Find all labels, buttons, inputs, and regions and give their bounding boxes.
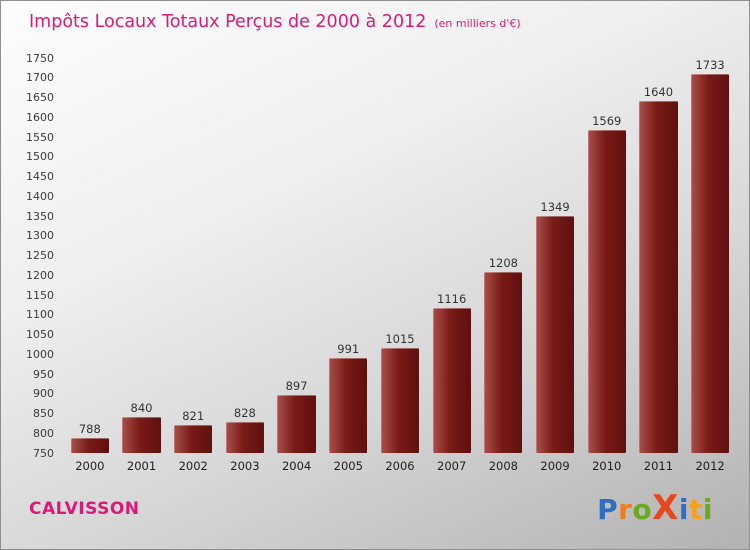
bar <box>380 348 420 453</box>
bar-slot: 897 2004 <box>271 58 323 473</box>
bar <box>277 394 316 453</box>
y-tick-label: 1150 <box>26 288 54 302</box>
plot-area: 788 2000 840 2001 821 2002 828 2003 897 2004 991 20… <box>64 58 736 473</box>
x-tick-label: 2011 <box>643 459 674 473</box>
proxiti-logo[interactable]: ProXiti <box>597 491 713 527</box>
bar-slot: 821 2002 <box>167 58 219 473</box>
bar-value-label: 991 <box>337 341 360 356</box>
bar-value-label: 1640 <box>643 85 674 100</box>
bar-value-label: 1208 <box>488 256 518 271</box>
y-tick-label: 800 <box>33 426 54 440</box>
bar-value-label: 840 <box>130 401 153 416</box>
x-tick-label: 2003 <box>230 459 260 473</box>
y-tick-label: 1350 <box>26 209 54 223</box>
y-tick-label: 1700 <box>26 71 54 85</box>
bar <box>122 417 161 453</box>
y-tick-label: 950 <box>33 367 54 381</box>
x-tick-label: 2001 <box>126 459 157 473</box>
chart-title: Impôts Locaux Totaux Perçus de 2000 à 20… <box>29 12 427 32</box>
y-tick-label: 1000 <box>26 347 54 361</box>
bar-value-label: 828 <box>233 406 256 421</box>
bar-value-label: 788 <box>78 422 101 436</box>
bar <box>484 272 523 453</box>
y-tick-label: 850 <box>33 407 54 420</box>
y-tick-label: 1100 <box>26 308 54 322</box>
logo-letter: i <box>678 493 689 526</box>
y-tick-label: 1050 <box>26 328 54 341</box>
bar-slot: 1116 2007 <box>426 58 478 473</box>
x-tick-label: 2006 <box>385 459 415 473</box>
bar <box>174 424 213 453</box>
y-tick-label: 1600 <box>26 110 54 124</box>
logo-letter: P <box>597 493 619 526</box>
bar <box>225 422 265 453</box>
bar-value-label: 1349 <box>540 200 570 215</box>
logo-letter: t <box>689 493 703 526</box>
y-tick-label: 1500 <box>26 150 54 164</box>
bar-value-label: 897 <box>285 378 308 393</box>
bar <box>639 101 678 453</box>
bar-slot: 1640 2011 <box>633 58 685 473</box>
x-tick-label: 2004 <box>281 459 312 473</box>
bar-value-label: 1116 <box>437 292 467 307</box>
bar <box>690 74 730 453</box>
x-tick-label: 2010 <box>592 459 622 473</box>
y-tick-label: 1300 <box>26 229 54 243</box>
y-tick-label: 1750 <box>26 51 54 65</box>
chart-header: Impôts Locaux Totaux Perçus de 2000 à 20… <box>29 12 521 32</box>
bar-slot: 1015 2006 <box>374 58 426 473</box>
bar-value-label: 821 <box>182 408 205 423</box>
bar <box>432 308 471 453</box>
x-tick-label: 2009 <box>540 459 570 473</box>
bar-slot: 1569 2010 <box>581 58 633 473</box>
bar-slot: 840 2001 <box>116 58 168 473</box>
logo-letter: r <box>618 493 633 526</box>
y-tick-label: 750 <box>33 446 54 460</box>
bar <box>70 438 109 453</box>
place-name[interactable]: CALVISSON <box>29 499 140 519</box>
y-tick-label: 900 <box>33 387 54 401</box>
logo-letter: o <box>632 493 653 526</box>
y-tick-label: 1550 <box>26 130 54 144</box>
bar-value-label: 1733 <box>695 58 725 72</box>
bar <box>535 216 575 453</box>
y-tick-label: 1250 <box>26 249 54 262</box>
bar-slot: 1733 2012 <box>684 58 736 473</box>
y-axis: 1750 1700 1650 1600 1550 1500 1450 1400 1350 1300… <box>1 52 58 460</box>
bar-value-label: 1569 <box>592 113 622 128</box>
bar-slot: 1349 2009 <box>529 58 581 473</box>
bar-slot: 828 2003 <box>219 58 271 473</box>
y-tick-label: 1450 <box>26 170 54 183</box>
bar-slot: 788 2000 <box>64 58 116 473</box>
bar-value-label: 1015 <box>385 332 415 347</box>
x-tick-label: 2000 <box>75 459 105 473</box>
bar-slot: 1208 2008 <box>478 58 530 473</box>
y-tick-label: 1650 <box>26 91 54 104</box>
logo-letter: X <box>652 488 679 528</box>
bar <box>329 357 368 453</box>
y-tick-label: 1200 <box>26 268 54 282</box>
bar <box>587 129 626 453</box>
bar-slot: 991 2005 <box>322 58 374 473</box>
x-tick-label: 2012 <box>695 459 725 473</box>
logo-letter: i <box>702 493 713 526</box>
x-tick-label: 2007 <box>437 459 467 473</box>
x-tick-label: 2005 <box>333 459 363 473</box>
chart-subtitle: (en milliers d'€) <box>434 17 521 30</box>
y-tick-label: 1400 <box>26 189 54 203</box>
x-tick-label: 2002 <box>178 459 208 473</box>
x-tick-label: 2008 <box>488 459 518 473</box>
